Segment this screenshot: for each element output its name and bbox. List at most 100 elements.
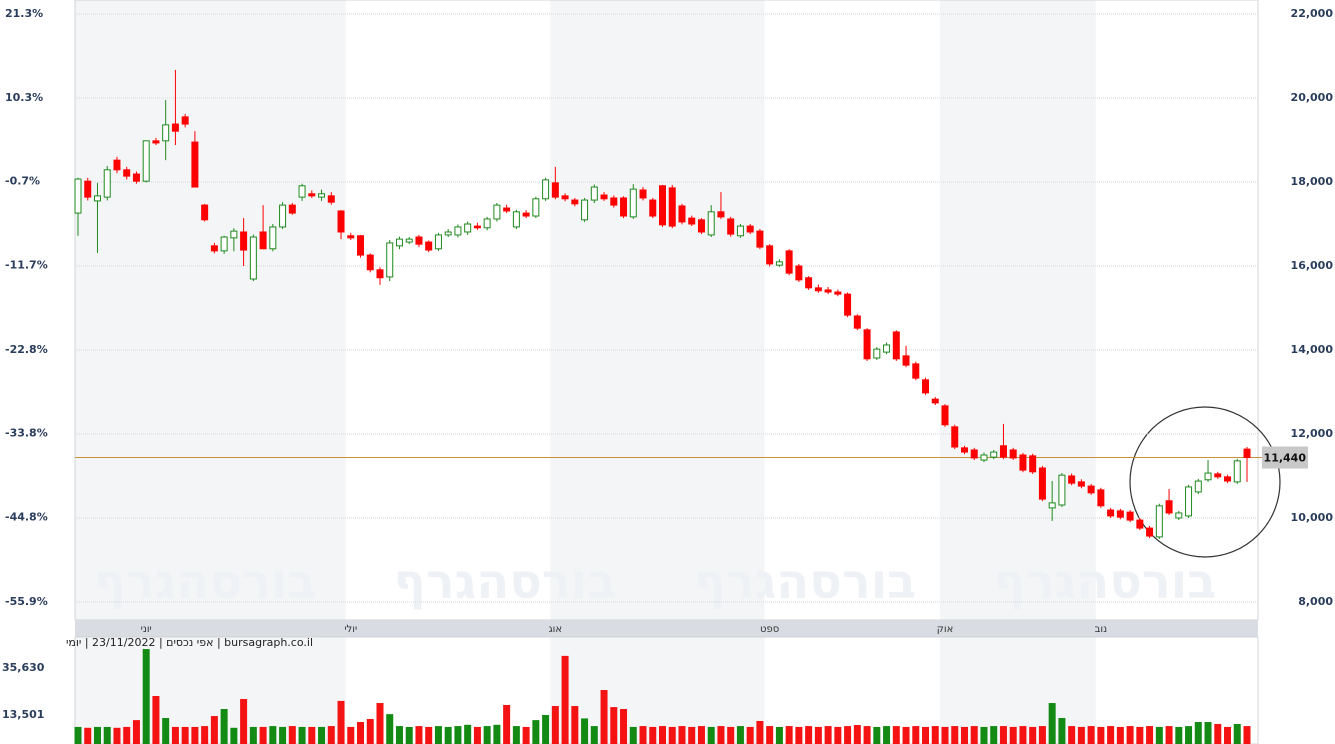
volume-bar	[805, 726, 813, 744]
candle-body	[1087, 485, 1095, 494]
volume-bar	[668, 726, 676, 744]
candle-body	[366, 254, 374, 271]
y2-tick-label: -22.8%	[5, 343, 48, 356]
volume-bar	[152, 696, 160, 744]
candle-body	[766, 245, 774, 265]
volume-bar	[395, 726, 403, 744]
volume-bar	[1155, 726, 1163, 744]
highlight-circle	[1129, 406, 1281, 558]
volume-bar	[1087, 726, 1095, 744]
volume-bar	[785, 726, 793, 744]
volume-bar	[337, 700, 345, 744]
candle-body	[990, 451, 998, 458]
candle-body	[483, 218, 491, 229]
candle-body	[600, 194, 608, 200]
volume-bar	[240, 698, 248, 744]
month-band	[1095, 637, 1258, 744]
volume-bar	[629, 726, 637, 744]
candle-body	[785, 250, 793, 274]
volume-bar	[1243, 726, 1251, 744]
volume-bar	[824, 726, 832, 744]
volume-bar	[230, 727, 238, 744]
volume-bar	[74, 726, 82, 744]
candle-body	[473, 225, 481, 229]
x-tick-label: אוק	[937, 624, 954, 635]
candle-body	[883, 344, 891, 353]
month-band	[1095, 0, 1258, 620]
volume-bar	[483, 726, 491, 744]
volume-bar	[814, 726, 822, 744]
volume-bar	[756, 720, 764, 744]
info-line: bursagraph.co.il | אפי נכסים | 23/11/202…	[66, 636, 313, 649]
volume-bar	[922, 726, 930, 744]
x-tick-label: יוני	[141, 624, 152, 635]
volume-bar	[113, 727, 121, 744]
volume-bar	[84, 727, 92, 744]
volume-bar	[425, 726, 433, 744]
volume-bar	[912, 726, 920, 744]
candle-body	[1009, 449, 1017, 459]
volume-bar	[454, 726, 462, 744]
candle-body	[425, 241, 433, 251]
watermark: בורסהגרף	[94, 554, 317, 610]
candle-body	[571, 199, 579, 205]
volume-bar	[386, 714, 394, 744]
volume-bar	[444, 726, 452, 744]
candle-body	[84, 180, 92, 198]
candle-body	[1155, 505, 1163, 538]
volume-bar	[512, 726, 520, 744]
volume-bar	[590, 726, 598, 744]
candle-body	[659, 185, 666, 226]
candle-body	[707, 211, 715, 236]
candle-body	[308, 193, 316, 197]
last-price-box	[1262, 446, 1308, 469]
volume-bar	[1165, 726, 1173, 744]
candle-body	[240, 231, 248, 251]
volume-bar	[210, 716, 218, 744]
candle-body	[113, 159, 121, 171]
candle-body	[824, 289, 832, 293]
candle-body	[1136, 519, 1144, 529]
candle-body	[727, 218, 735, 235]
candle-body	[1233, 460, 1241, 483]
y-tick-label: 14,000	[1291, 343, 1334, 356]
volume-bar	[1233, 723, 1241, 744]
candle-body	[162, 124, 170, 142]
candle-body	[152, 140, 160, 144]
candle-body	[853, 315, 861, 329]
candle-body	[493, 204, 501, 220]
volume-bar	[142, 649, 150, 744]
candle-body	[610, 197, 618, 206]
volume-bar	[308, 726, 316, 744]
volume-bar	[844, 726, 852, 744]
volume-bar	[1224, 726, 1232, 744]
candle-body	[1175, 512, 1183, 519]
candle-body	[746, 225, 754, 233]
volume-bar	[727, 726, 735, 744]
volume-bar	[600, 690, 608, 744]
volume-bar	[561, 655, 569, 744]
candle-body	[1204, 472, 1212, 481]
candle-body	[415, 236, 423, 245]
y2-tick-label: -44.8%	[5, 510, 48, 523]
y-tick-label: 12,000	[1291, 427, 1334, 440]
volume-bar	[93, 726, 101, 744]
volume-bar	[970, 726, 978, 744]
volume-bar	[736, 726, 744, 744]
candle-body	[1243, 448, 1251, 459]
volume-bar	[639, 726, 647, 744]
candle-body	[941, 405, 949, 426]
volume-bar	[1048, 703, 1056, 744]
candle-body	[805, 277, 813, 289]
volume-bar	[132, 720, 140, 744]
candle-body	[873, 348, 881, 359]
volume-bar	[1194, 722, 1202, 744]
volume-bar	[201, 726, 209, 744]
candle-body	[912, 363, 920, 379]
volume-bar	[1175, 726, 1183, 744]
volume-bar	[620, 709, 628, 744]
candle-body	[503, 207, 511, 212]
candle-body	[1019, 454, 1027, 471]
candle-body	[279, 204, 287, 228]
candle-body	[581, 199, 589, 221]
